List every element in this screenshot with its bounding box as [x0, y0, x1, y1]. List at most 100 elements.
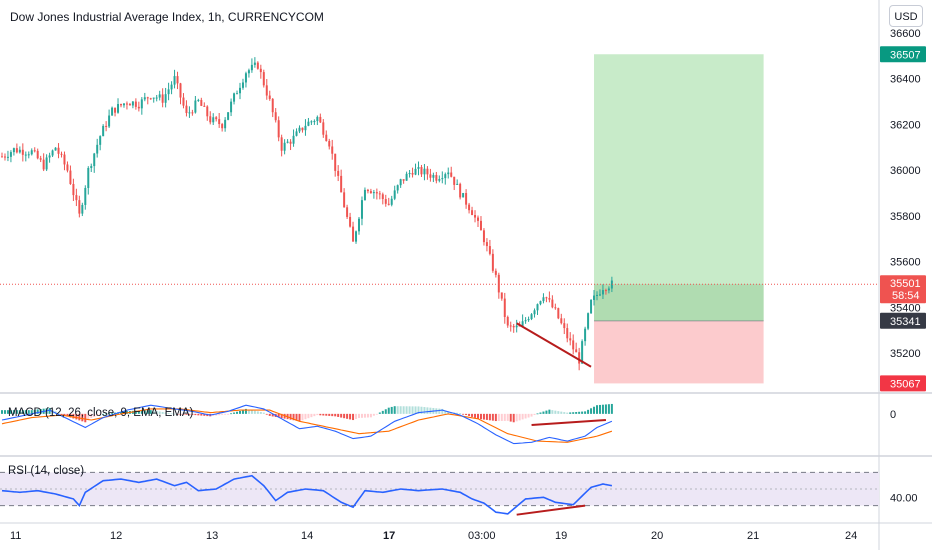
- candle-body: [488, 246, 491, 254]
- currency-button[interactable]: USD: [889, 5, 923, 27]
- candle-body: [203, 105, 206, 107]
- candle-body: [363, 189, 366, 201]
- candle-body: [521, 321, 524, 327]
- candle-body: [271, 98, 274, 113]
- macd-histogram-bar: [259, 412, 262, 414]
- macd-histogram: [1, 403, 613, 423]
- price-tick-label: 36600: [890, 28, 921, 40]
- macd-histogram-bar: [607, 404, 610, 414]
- candle-body: [233, 93, 236, 102]
- candle-body: [450, 172, 453, 177]
- candle-body: [405, 173, 408, 181]
- candle-body: [420, 167, 423, 175]
- macd-histogram-bar: [387, 407, 390, 414]
- macd-histogram-bar: [265, 413, 268, 415]
- macd-histogram-bar: [182, 413, 185, 415]
- candle-body: [274, 112, 277, 121]
- macd-histogram-bar: [81, 413, 84, 422]
- time-tick-label: 14: [301, 530, 313, 542]
- candle-body: [87, 167, 90, 188]
- candle-body: [423, 168, 426, 175]
- macd-histogram-bar: [143, 410, 146, 414]
- macd-histogram-bar: [491, 413, 494, 421]
- macd-histogram-bar: [295, 413, 298, 421]
- candle-body: [435, 175, 438, 181]
- candle-body: [179, 83, 182, 98]
- macd-histogram-bar: [328, 413, 331, 416]
- candle-body: [384, 199, 387, 204]
- candle-body: [75, 195, 78, 201]
- candle-body: [411, 173, 414, 175]
- last-price-tag: 35501: [890, 278, 921, 290]
- macd-histogram-bar: [12, 410, 15, 414]
- candle-body: [485, 242, 488, 247]
- candle-body: [527, 319, 530, 321]
- candle-body: [146, 97, 149, 99]
- macd-histogram-bar: [9, 410, 12, 414]
- macd-histogram-bar: [414, 406, 417, 414]
- candle-body: [241, 82, 244, 88]
- macd-histogram-bar: [236, 411, 239, 414]
- candle-body: [369, 191, 372, 194]
- macd-histogram-bar: [349, 413, 352, 420]
- candle-body: [310, 121, 313, 123]
- macd-histogram-bar: [256, 411, 259, 414]
- macd-histogram-bar: [512, 413, 515, 423]
- price-tick-label: 35200: [890, 348, 921, 360]
- loss-zone[interactable]: [594, 320, 764, 384]
- macd-histogram-bar: [146, 410, 149, 414]
- macd-histogram-bar: [563, 412, 566, 414]
- candle-body: [349, 216, 352, 227]
- macd-histogram-bar: [363, 413, 366, 418]
- macd-histogram-bar: [298, 413, 301, 422]
- candle-body: [57, 147, 60, 154]
- macd-histogram-bar: [215, 413, 218, 416]
- macd-histogram-bar: [36, 409, 39, 414]
- price-divergence-line[interactable]: [516, 322, 592, 368]
- candle-body: [474, 215, 477, 218]
- macd-histogram-bar: [539, 412, 542, 414]
- candle-body: [197, 99, 200, 101]
- rsi-divergence-line[interactable]: [516, 504, 586, 516]
- candle-body: [598, 294, 601, 296]
- macd-histogram-bar: [515, 413, 518, 422]
- macd-histogram-bar: [337, 413, 340, 417]
- candle-body: [81, 204, 84, 214]
- candle-body: [164, 94, 167, 103]
- macd-histogram-bar: [6, 410, 9, 414]
- candle-body: [134, 101, 137, 107]
- candle-body: [593, 295, 596, 300]
- profit-zone[interactable]: [594, 54, 764, 321]
- candle-body: [137, 106, 140, 109]
- macd-histogram-bar: [536, 413, 539, 415]
- macd-histogram-bar: [93, 413, 96, 417]
- macd-histogram-bar: [369, 413, 372, 418]
- candle-body: [503, 298, 506, 317]
- candle-body: [286, 141, 289, 143]
- macd-histogram-bar: [233, 412, 236, 414]
- candle-body: [149, 98, 152, 100]
- candle-body: [316, 116, 319, 122]
- macd-histogram-bar: [527, 413, 530, 418]
- macd-histogram-bar: [566, 412, 569, 414]
- candle-body: [607, 288, 610, 291]
- candle-body: [319, 116, 322, 123]
- candle-body: [610, 280, 613, 289]
- macd-divergence-line[interactable]: [531, 419, 606, 426]
- candle-body: [512, 325, 515, 328]
- candle-body: [557, 308, 560, 319]
- candle-body: [426, 168, 429, 175]
- macd-histogram-bar: [352, 413, 355, 421]
- macd-histogram-bar: [102, 413, 105, 415]
- macd-histogram-bar: [610, 403, 613, 414]
- candle-body: [438, 179, 441, 181]
- candle-body: [462, 193, 465, 198]
- macd-histogram-bar: [3, 410, 6, 414]
- candle-body: [69, 170, 72, 184]
- candle-body: [182, 97, 185, 106]
- candle-body: [346, 207, 349, 217]
- candle-body: [227, 112, 230, 120]
- target-price-tag-bg: [880, 46, 926, 63]
- candle-body: [545, 297, 548, 299]
- candle-body: [236, 93, 239, 95]
